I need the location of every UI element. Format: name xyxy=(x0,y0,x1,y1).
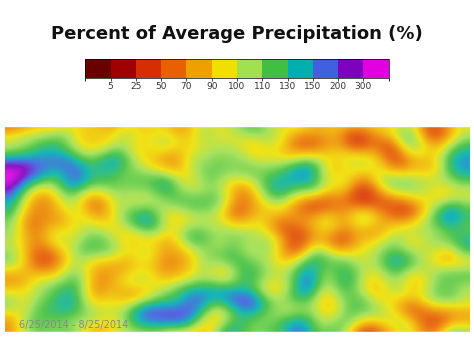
Text: Percent of Average Precipitation (%): Percent of Average Precipitation (%) xyxy=(51,25,423,43)
Text: 6/25/2014 - 8/25/2014: 6/25/2014 - 8/25/2014 xyxy=(19,320,128,330)
